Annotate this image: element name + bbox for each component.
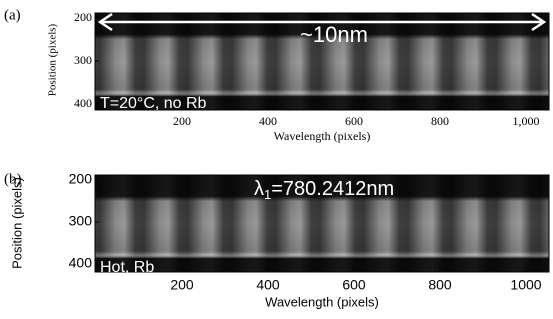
y-tick-label: 400 [69, 255, 93, 271]
y-tick-label: 400 [74, 96, 92, 110]
figure: (a) ~10nm T=20°C, no Rb Position (pixels… [0, 0, 553, 319]
y-tick-label: 200 [74, 10, 92, 24]
rest: =780.2412nm [271, 178, 394, 200]
y-tick-label: 300 [69, 213, 93, 229]
y-axis-label: Position (pixels) [9, 177, 24, 269]
y-tick-label: 300 [74, 53, 92, 67]
y-tick-label: 200 [69, 171, 93, 187]
panel-label: (a) [4, 7, 21, 23]
annotation: ~10nm [300, 22, 368, 47]
x-tick-label: 1000 [510, 277, 541, 293]
x-tick-label: 200 [173, 114, 191, 128]
x-tick-label: 1,000 [513, 114, 540, 128]
x-tick-label: 400 [256, 277, 280, 293]
x-tick-label: 600 [345, 114, 363, 128]
x-tick-label: 800 [431, 114, 449, 128]
annotation: Hot, Rb [100, 259, 154, 276]
x-tick-label: 200 [170, 277, 194, 293]
wavelength-annotation: λ1=780.2412nm [254, 178, 394, 202]
y-axis-label: Position (pixels) [47, 23, 59, 96]
x-tick-label: 800 [428, 277, 452, 293]
annotation: T=20°C, no Rb [100, 95, 207, 112]
x-axis-label: Wavelength (pixels) [265, 294, 379, 309]
x-tick-label: 600 [342, 277, 366, 293]
x-axis-label: Wavelength (pixels) [274, 129, 371, 143]
x-tick-label: 400 [259, 114, 277, 128]
subscript: 1 [264, 187, 271, 202]
symbol: λ [254, 178, 264, 200]
